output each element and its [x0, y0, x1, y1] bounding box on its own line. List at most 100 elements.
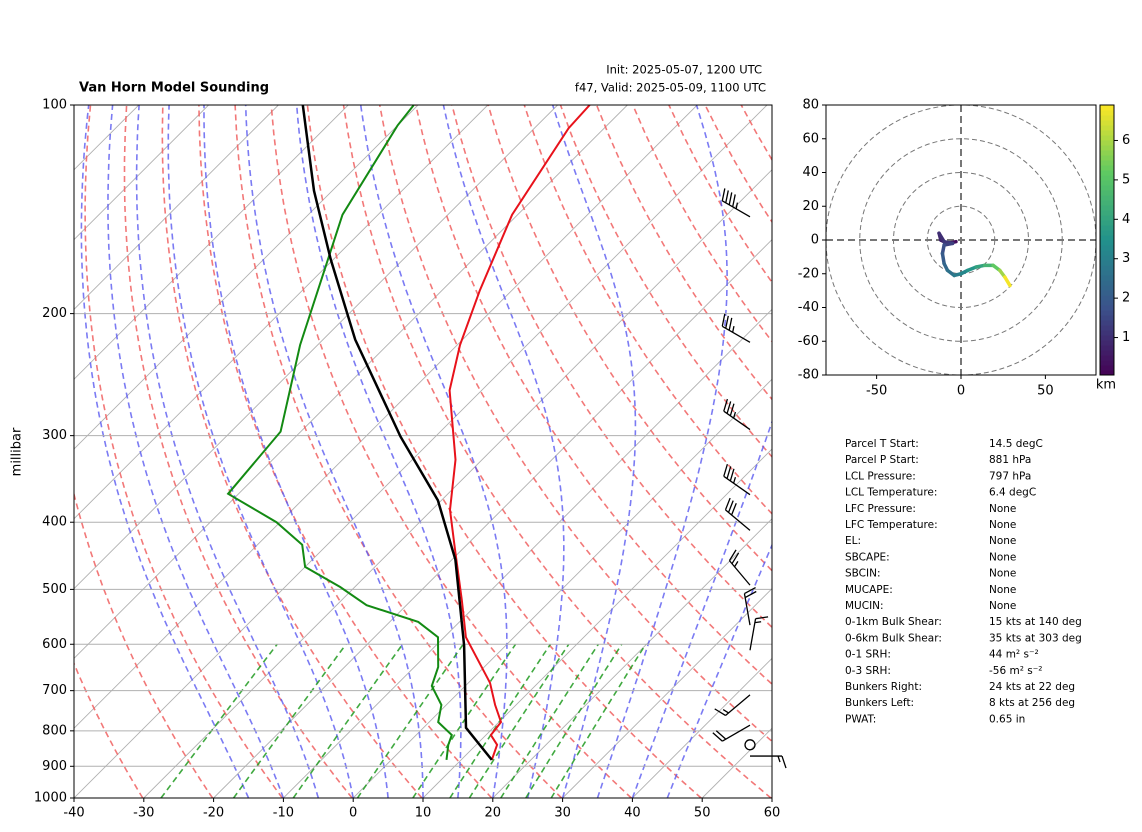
isotherm [283, 308, 772, 798]
colorbar-step [1100, 220, 1114, 226]
parameter-value: 6.4 degC [989, 487, 1036, 499]
dry-adiabat [74, 491, 214, 798]
colorbar-step [1100, 200, 1114, 206]
wind-barb [749, 616, 769, 651]
colorbar-step [1100, 280, 1114, 286]
dry-adiabat [161, 105, 423, 798]
colorbar-label: km [1096, 378, 1116, 393]
x-tick-label: 50 [694, 806, 711, 821]
y-tick-label: 40 [802, 165, 819, 180]
parameter-label: MUCIN: [845, 600, 884, 612]
moist-adiabat [596, 105, 728, 798]
isotherm [701, 727, 772, 798]
dry-adiabat [559, 105, 772, 458]
isotherm [562, 587, 772, 798]
moist-adiabat [80, 105, 250, 798]
parameter-value: 35 kts at 303 deg [989, 632, 1082, 644]
colorbar-step [1100, 290, 1114, 296]
colorbar-step [1100, 320, 1114, 326]
parameter-value: 797 hPa [989, 470, 1031, 482]
valid-time: f47, Valid: 2025-05-09, 1100 UTC [575, 81, 766, 95]
init-time: Init: 2025-05-07, 1200 UTC [606, 63, 762, 77]
mixing-ratio [500, 643, 599, 798]
isotherm [492, 518, 772, 798]
moist-adiabat [203, 105, 389, 798]
parameter-label: 0-3 SRH: [845, 665, 891, 677]
parameter-value: None [989, 551, 1016, 563]
isotherm [74, 105, 349, 380]
parameter-value: -56 m² s⁻² [989, 665, 1042, 677]
moist-adiabat [359, 105, 508, 798]
moist-adiabat [631, 419, 772, 798]
y-tick-label: 100 [42, 98, 67, 113]
colorbar-step [1100, 170, 1114, 176]
moist-adiabat [167, 105, 354, 798]
colorbar-tick-label: 1 [1122, 330, 1130, 345]
x-tick-label: 10 [415, 806, 432, 821]
dry-adiabat [415, 105, 772, 686]
isotherm [422, 448, 772, 798]
colorbar-step [1100, 230, 1114, 236]
moist-adiabat [442, 105, 565, 798]
mixing-ratio [160, 643, 278, 798]
moist-adiabat [107, 105, 285, 798]
y-tick-label: 400 [42, 515, 67, 530]
x-tick-label: -30 [133, 806, 154, 821]
dry-adiabat [850, 105, 1142, 798]
dry-adiabat [270, 105, 632, 798]
parameter-label: LCL Pressure: [845, 470, 916, 482]
colorbar-step [1100, 130, 1114, 136]
colorbar-step [1100, 190, 1114, 196]
y-tick-label: 1000 [34, 791, 67, 806]
colorbar-step [1100, 180, 1114, 186]
colorbar-step [1100, 205, 1114, 211]
parameter-label: Bunkers Right: [845, 681, 922, 693]
dry-adiabat [704, 105, 772, 224]
x-tick-label: -10 [273, 806, 294, 821]
y-tick-label: 80 [802, 98, 819, 113]
y-tick-label: -80 [798, 368, 819, 383]
wind-barb [728, 549, 751, 586]
parameter-value: 881 hPa [989, 454, 1031, 466]
y-tick-label: 500 [42, 582, 67, 597]
x-tick-label: 0 [957, 384, 965, 399]
chart-title: Van Horn Model Sounding [79, 81, 269, 96]
colorbar-step [1100, 270, 1114, 276]
colorbar-step [1100, 275, 1114, 281]
colorbar-step [1100, 300, 1114, 306]
colorbar-tick-label: 2 [1122, 291, 1130, 306]
parameter-label: 0-1km Bulk Shear: [845, 616, 942, 628]
moist-adiabat [244, 105, 424, 798]
colorbar-frame [1099, 104, 1115, 376]
parameter-label: SBCAPE: [845, 551, 890, 563]
x-tick-label: 60 [764, 806, 781, 821]
wind-barb [723, 464, 751, 496]
colorbar-step [1100, 160, 1114, 166]
x-tick-label: -40 [63, 806, 84, 821]
colorbar-step [1100, 305, 1114, 311]
x-tick-label: -50 [866, 384, 887, 399]
parameter-label: Bunkers Left: [845, 697, 914, 709]
wind-barb [712, 724, 751, 742]
colorbar-step [1100, 215, 1114, 221]
dry-adiabat [595, 105, 772, 401]
colorbar-step [1100, 340, 1114, 346]
colorbar-step [1100, 155, 1114, 161]
y-tick-label: -40 [798, 300, 819, 315]
colorbar-step [1100, 185, 1114, 191]
colorbar-step [1100, 175, 1114, 181]
colorbar-tick-label: 5 [1122, 172, 1130, 187]
parameter-label: LFC Pressure: [845, 503, 916, 515]
colorbar-step [1100, 115, 1114, 121]
parameter-value: 8 kts at 256 deg [989, 697, 1075, 709]
y-tick-label: 600 [42, 637, 67, 652]
wind-barb [723, 398, 751, 431]
colorbar-step [1100, 345, 1114, 351]
colorbar-step [1100, 325, 1114, 331]
colorbar-step [1100, 350, 1114, 356]
colorbar-step [1100, 195, 1114, 201]
dry-adiabat [84, 105, 284, 798]
parameter-label: LCL Temperature: [845, 487, 937, 499]
